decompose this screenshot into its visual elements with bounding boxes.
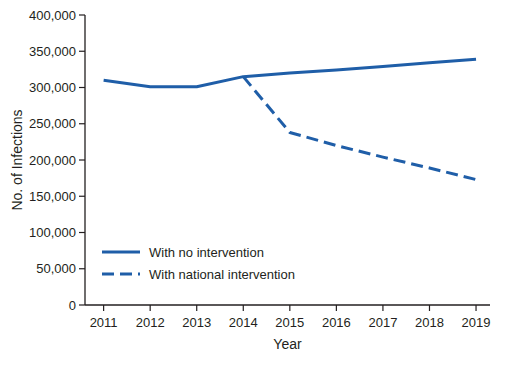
y-tick-label: 50,000 xyxy=(36,261,76,276)
x-tick xyxy=(289,305,290,311)
x-tick xyxy=(243,305,244,311)
x-axis-label: Year xyxy=(273,336,302,352)
x-tick xyxy=(103,305,104,311)
y-tick xyxy=(79,51,85,52)
chart: 0 50,000 100,000 150,000 200,000 250,000 300,0… xyxy=(0,0,507,365)
x-tick-label: 2015 xyxy=(275,315,304,330)
x-tick xyxy=(196,305,197,311)
x-tick-label: 2014 xyxy=(229,315,258,330)
series-group xyxy=(104,59,476,179)
x-tick-label: 2013 xyxy=(182,315,211,330)
x-tick xyxy=(336,305,337,311)
legend-label: With national intervention xyxy=(149,267,295,282)
x-tick xyxy=(382,305,383,311)
legend-swatch xyxy=(102,273,140,276)
x-tick-label: 2016 xyxy=(322,315,351,330)
y-tick xyxy=(79,159,85,160)
legend-swatch xyxy=(102,251,140,254)
legend-label: With no intervention xyxy=(149,245,264,260)
y-tick-label: 100,000 xyxy=(29,225,76,240)
series-line xyxy=(104,59,476,87)
x-tick xyxy=(429,305,430,311)
x-tick-label: 2018 xyxy=(415,315,444,330)
series-line xyxy=(243,77,476,180)
y-tick-label: 350,000 xyxy=(29,44,76,59)
x-tick-label: 2019 xyxy=(462,315,491,330)
y-tick xyxy=(79,268,85,269)
y-tick-label: 0 xyxy=(69,298,76,313)
y-tick-label: 150,000 xyxy=(29,189,76,204)
x-tick xyxy=(150,305,151,311)
x-tick xyxy=(475,305,476,311)
y-tick xyxy=(79,14,85,15)
y-tick-label: 200,000 xyxy=(29,153,76,168)
y-tick xyxy=(79,304,85,305)
y-tick-label: 250,000 xyxy=(29,116,76,131)
x-tick-label: 2011 xyxy=(90,315,118,330)
y-tick xyxy=(79,196,85,197)
y-tick xyxy=(79,87,85,88)
y-axis-label: No. of Infections xyxy=(9,109,25,210)
y-tick xyxy=(79,232,85,233)
x-tick-label: 2017 xyxy=(368,315,397,330)
y-tick-label: 300,000 xyxy=(29,80,76,95)
x-tick-label: 2012 xyxy=(136,315,165,330)
y-tick-label: 400,000 xyxy=(29,8,76,23)
y-tick xyxy=(79,123,85,124)
